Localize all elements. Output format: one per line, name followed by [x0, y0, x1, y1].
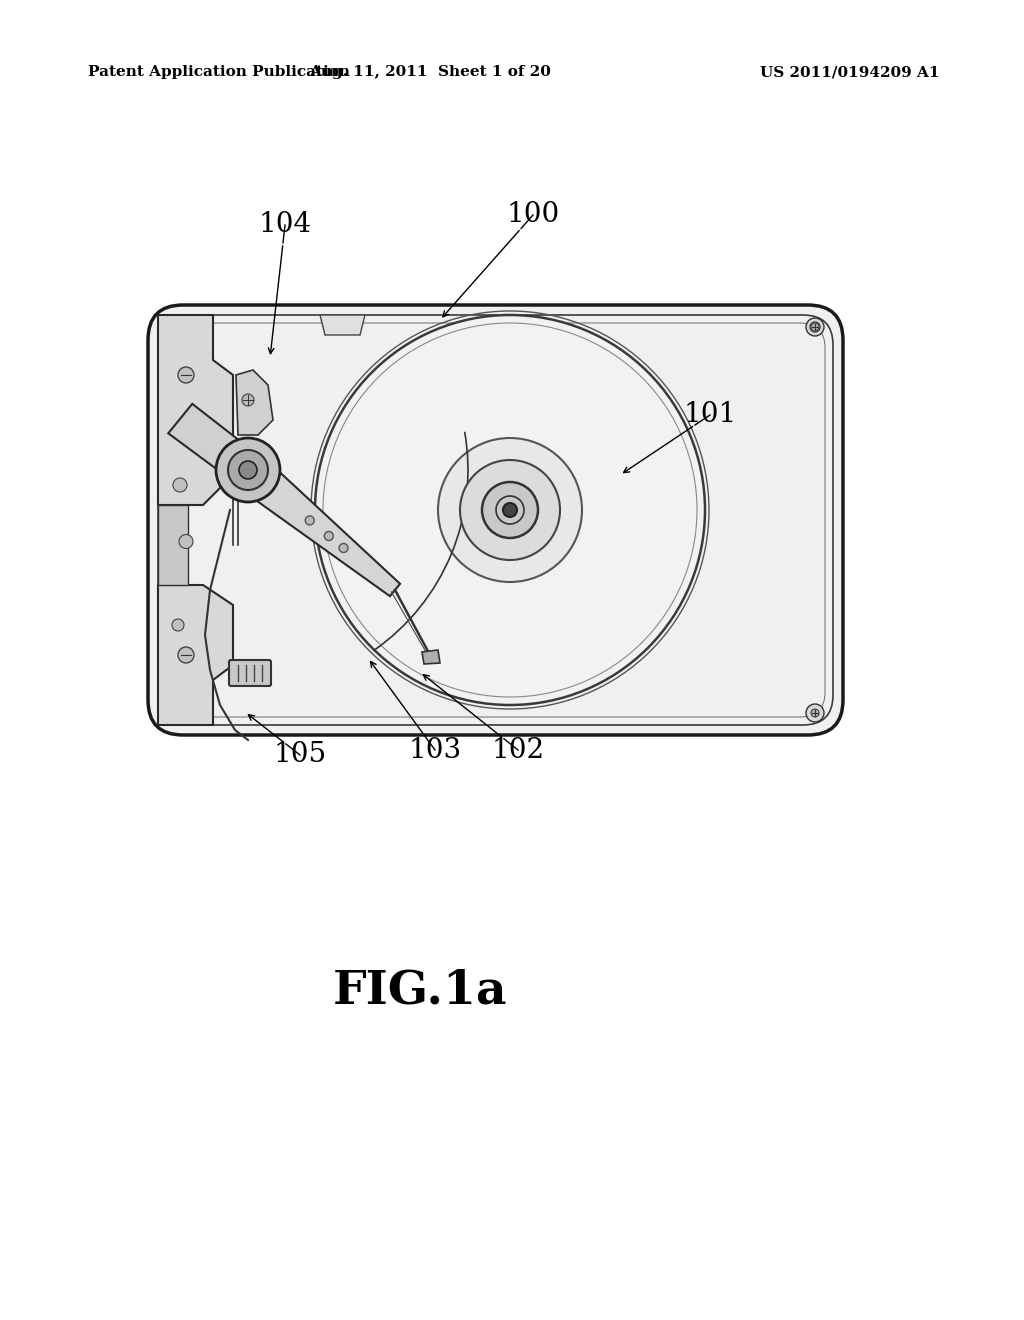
- Circle shape: [173, 478, 187, 492]
- FancyBboxPatch shape: [229, 660, 271, 686]
- Polygon shape: [236, 454, 400, 597]
- Circle shape: [178, 647, 194, 663]
- Polygon shape: [158, 585, 233, 725]
- Text: 104: 104: [258, 211, 311, 239]
- Polygon shape: [158, 506, 188, 585]
- Circle shape: [305, 516, 314, 525]
- Circle shape: [811, 323, 819, 331]
- Circle shape: [315, 315, 705, 705]
- Circle shape: [172, 323, 180, 331]
- Circle shape: [228, 450, 268, 490]
- Circle shape: [178, 367, 194, 383]
- Circle shape: [172, 619, 184, 631]
- Polygon shape: [158, 315, 233, 506]
- Polygon shape: [319, 315, 365, 335]
- Circle shape: [438, 438, 582, 582]
- Text: Patent Application Publication: Patent Application Publication: [88, 65, 350, 79]
- Text: 103: 103: [409, 737, 462, 763]
- Circle shape: [339, 544, 348, 553]
- Text: 100: 100: [507, 202, 560, 228]
- Circle shape: [806, 318, 824, 337]
- FancyBboxPatch shape: [148, 305, 843, 735]
- Polygon shape: [236, 370, 273, 436]
- Circle shape: [167, 318, 185, 337]
- Text: FIG.1a: FIG.1a: [333, 968, 507, 1012]
- Circle shape: [503, 503, 517, 517]
- Circle shape: [806, 704, 824, 722]
- Polygon shape: [168, 404, 259, 484]
- Text: 105: 105: [273, 742, 327, 768]
- Text: US 2011/0194209 A1: US 2011/0194209 A1: [760, 65, 939, 79]
- Circle shape: [172, 709, 180, 717]
- Circle shape: [460, 459, 560, 560]
- Circle shape: [242, 393, 254, 407]
- Text: 102: 102: [492, 737, 545, 763]
- Circle shape: [325, 532, 334, 540]
- Text: Aug. 11, 2011  Sheet 1 of 20: Aug. 11, 2011 Sheet 1 of 20: [309, 65, 551, 79]
- Circle shape: [482, 482, 538, 539]
- Circle shape: [239, 461, 257, 479]
- Circle shape: [167, 704, 185, 722]
- Polygon shape: [422, 649, 440, 664]
- Circle shape: [179, 535, 193, 549]
- Text: 101: 101: [683, 401, 736, 429]
- Circle shape: [216, 438, 280, 502]
- Circle shape: [811, 709, 819, 717]
